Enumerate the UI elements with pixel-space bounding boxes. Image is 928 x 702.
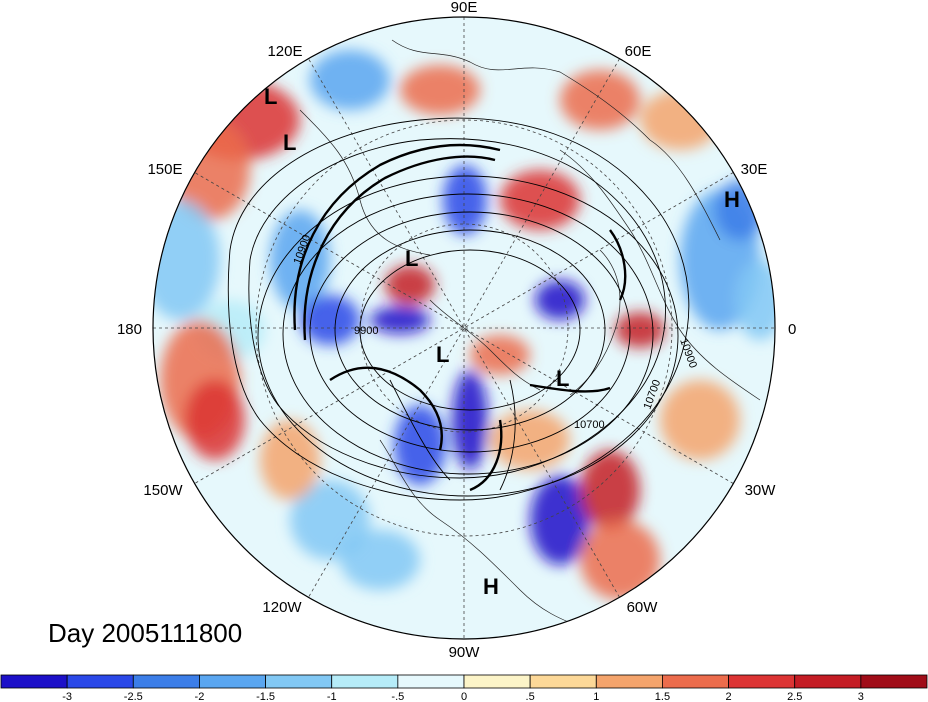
- low-pressure-label: L: [556, 366, 569, 391]
- lon-label-30w: 30W: [745, 482, 777, 499]
- anomaly-patch: [615, 312, 665, 348]
- lon-label-60w: 60W: [627, 599, 659, 616]
- longitude-labels: 90E 60E 30E 0 30W 60W 90W 120W 150W 180 …: [117, 0, 796, 661]
- lon-label-120w: 120W: [262, 599, 302, 616]
- lon-label-150e: 150E: [147, 161, 182, 178]
- anomaly-patch: [370, 306, 430, 334]
- anomaly-patch: [340, 530, 420, 590]
- anomaly-patch: [490, 410, 570, 470]
- lon-label-90e: 90E: [451, 0, 478, 16]
- colorbar-tick-label: -3: [62, 691, 72, 702]
- colorbar-swatch: [0, 674, 68, 689]
- anomaly-patch: [535, 280, 585, 320]
- colorbar-tick-label: -2: [195, 691, 205, 702]
- anomaly-patch: [660, 380, 740, 460]
- pressure-systems: L L L L L L H H: [264, 84, 740, 599]
- colorbar-swatch: [66, 674, 134, 689]
- coastlines: [299, 39, 761, 631]
- colorbar-swatch: [860, 674, 928, 689]
- lon-label-60e: 60E: [625, 43, 652, 60]
- lon-label-0: 0: [788, 321, 796, 338]
- polar-map-disc: [153, 17, 775, 639]
- colorbar-swatch: [529, 674, 597, 689]
- colorbar-swatch: [397, 674, 465, 689]
- colorbar-swatch: [463, 674, 531, 689]
- anomaly-patch: [385, 265, 435, 305]
- colorbar: [0, 674, 928, 689]
- colorbar-tick-label: .5: [526, 691, 535, 702]
- colorbar-tick-label: -.5: [391, 691, 404, 702]
- anomaly-patch: [500, 170, 580, 230]
- colorbar-tick-label: 2: [726, 691, 732, 702]
- height-contours: [227, 117, 690, 501]
- anomaly-patch: [260, 420, 320, 500]
- contour-label: 9900: [354, 325, 378, 337]
- colorbar-swatch: [199, 674, 266, 689]
- contour-label: 10700: [574, 419, 605, 431]
- anomaly-patch: [394, 405, 446, 485]
- graticule: [153, 17, 775, 639]
- low-pressure-label: L: [405, 246, 418, 271]
- anomaly-patch: [290, 480, 370, 560]
- low-pressure-label: L: [283, 130, 296, 155]
- colorbar-tick-label: 2.5: [787, 691, 802, 702]
- colorbar-tick-label: 1: [593, 691, 599, 702]
- anomaly-patch: [270, 210, 330, 310]
- low-pressure-label: L: [436, 342, 449, 367]
- anomaly-patch: [530, 475, 590, 565]
- jet-contours: [293, 143, 627, 492]
- colorbar-tick-label: 3: [858, 691, 864, 702]
- colorbar-tick-label: 1.5: [655, 691, 670, 702]
- colorbar-swatch: [794, 674, 862, 689]
- colorbar-tick-label: -1: [327, 691, 337, 702]
- anomaly-patch: [560, 70, 640, 130]
- colorbar-tick-label: 0: [461, 691, 467, 702]
- colorbar-swatch: [728, 674, 796, 689]
- colorbar-swatch: [662, 674, 729, 689]
- anomaly-patch: [470, 335, 530, 375]
- map-title: Day 2005111800: [48, 618, 243, 648]
- colorbar-tick-label: -2.5: [124, 691, 143, 702]
- anomaly-patch: [300, 295, 360, 345]
- anomaly-patch: [153, 200, 220, 320]
- colorbar-tick-label: -1.5: [256, 691, 275, 702]
- map-outline: [152, 16, 776, 640]
- anomaly-patch: [400, 65, 480, 115]
- colorbar-swatch: [265, 674, 333, 689]
- lon-label-90w: 90W: [449, 644, 481, 661]
- colorbar-swatch: [331, 674, 399, 689]
- anomaly-patch: [185, 380, 245, 460]
- anomaly-patch: [715, 180, 765, 240]
- lon-label-120e: 120E: [267, 43, 302, 60]
- colorbar-tick-labels: -3 -2.5 -2 -1.5 -1 -.5 0 .5 1 1.5 2 2.5 3: [62, 691, 864, 702]
- anomaly-patch: [310, 50, 390, 110]
- anomaly-patch: [443, 165, 487, 235]
- low-pressure-label: L: [264, 84, 277, 109]
- colorbar-swatch: [595, 674, 663, 689]
- high-pressure-label: H: [483, 574, 499, 599]
- anomaly-patch: [580, 520, 660, 600]
- lon-label-150w: 150W: [143, 482, 183, 499]
- high-pressure-label: H: [724, 187, 740, 212]
- lon-label-180: 180: [117, 321, 142, 338]
- anomaly-patch: [580, 450, 640, 530]
- lon-label-30e: 30E: [741, 161, 768, 178]
- colorbar-swatch: [132, 674, 200, 689]
- anomaly-patch: [452, 370, 488, 470]
